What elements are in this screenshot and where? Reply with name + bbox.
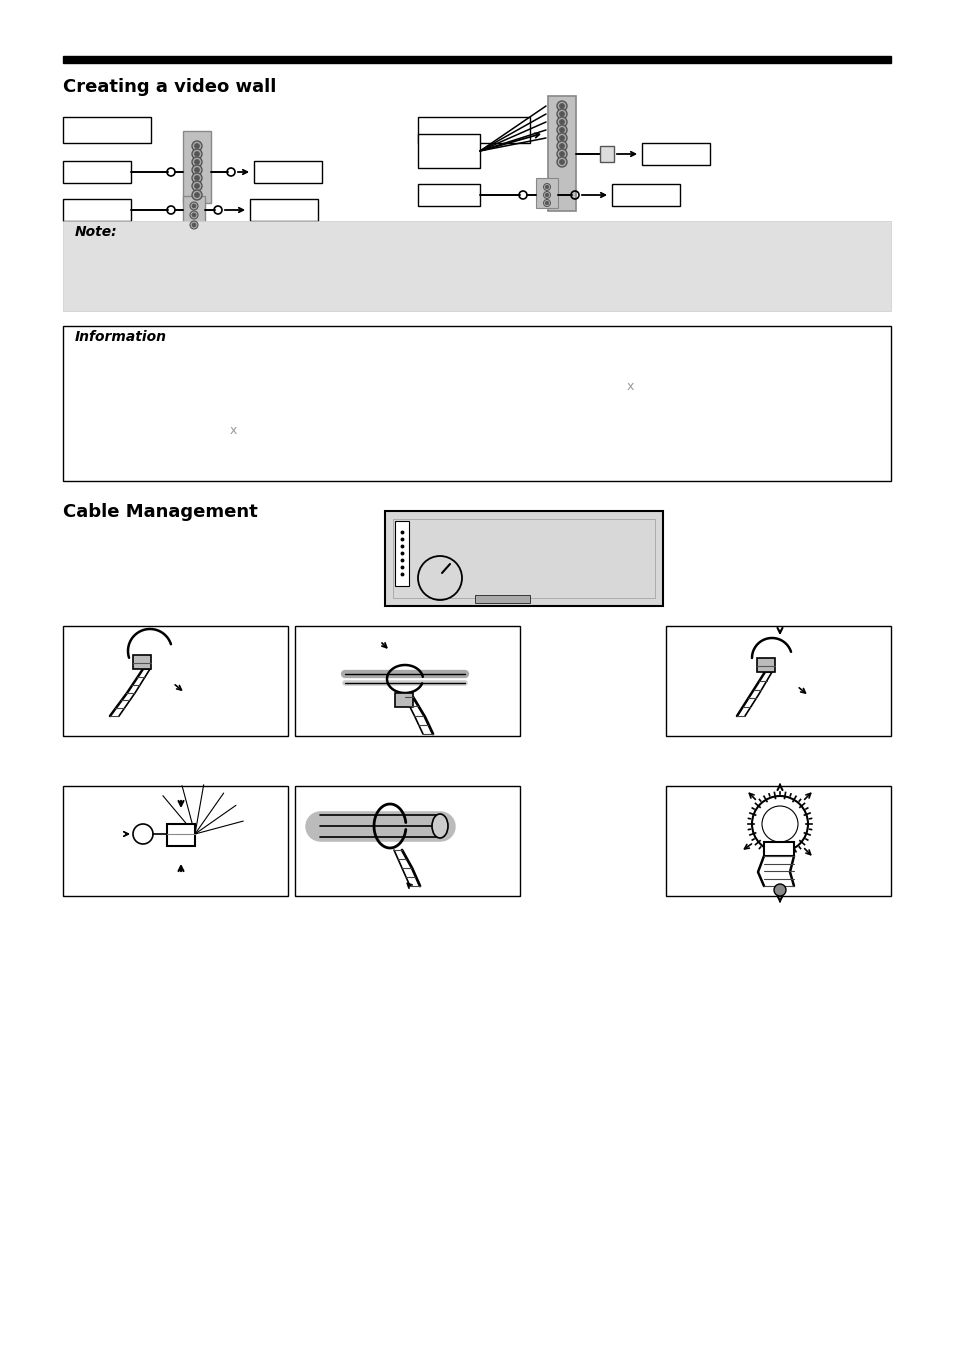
Text: Information: Information: [75, 330, 167, 345]
Circle shape: [194, 184, 199, 189]
Circle shape: [192, 204, 195, 208]
Circle shape: [557, 101, 566, 111]
Bar: [294, 786, 519, 896]
Circle shape: [190, 211, 198, 219]
Bar: [63, 118, 151, 143]
Bar: [294, 626, 519, 736]
Bar: [395, 693, 413, 707]
Circle shape: [558, 112, 564, 116]
Circle shape: [558, 104, 564, 108]
Circle shape: [558, 119, 564, 124]
Ellipse shape: [432, 815, 448, 838]
Circle shape: [194, 176, 199, 181]
Circle shape: [192, 223, 195, 227]
Bar: [63, 55, 890, 63]
Circle shape: [557, 118, 566, 127]
Circle shape: [194, 192, 199, 197]
Circle shape: [192, 149, 202, 159]
Bar: [63, 626, 288, 736]
Circle shape: [557, 132, 566, 143]
Text: Creating a video wall: Creating a video wall: [63, 78, 276, 96]
Circle shape: [194, 159, 199, 165]
Bar: [63, 222, 890, 311]
Circle shape: [557, 141, 566, 151]
Bar: [393, 519, 655, 598]
Bar: [763, 842, 793, 857]
Bar: [167, 824, 194, 846]
Circle shape: [558, 159, 564, 165]
Bar: [395, 521, 409, 586]
Circle shape: [557, 126, 566, 135]
Circle shape: [190, 222, 198, 230]
Circle shape: [543, 192, 550, 199]
Circle shape: [558, 135, 564, 141]
Circle shape: [557, 149, 566, 159]
Circle shape: [194, 143, 199, 149]
Bar: [665, 626, 890, 736]
Bar: [63, 326, 890, 481]
Text: Cable Management: Cable Management: [63, 503, 257, 521]
Circle shape: [557, 157, 566, 168]
Bar: [63, 199, 131, 222]
Bar: [417, 134, 479, 168]
Bar: [547, 96, 576, 211]
Bar: [641, 143, 709, 165]
Bar: [250, 199, 317, 222]
Text: x: x: [626, 380, 633, 393]
Bar: [417, 118, 530, 143]
Circle shape: [192, 181, 202, 190]
Circle shape: [543, 200, 550, 207]
Circle shape: [773, 884, 785, 896]
Bar: [599, 146, 614, 162]
Circle shape: [192, 141, 202, 151]
Bar: [385, 511, 662, 607]
Circle shape: [192, 157, 202, 168]
Circle shape: [192, 165, 202, 176]
Circle shape: [557, 109, 566, 119]
Bar: [536, 178, 558, 208]
Circle shape: [194, 168, 199, 173]
Bar: [253, 161, 322, 182]
Bar: [183, 131, 211, 203]
Bar: [757, 658, 774, 671]
Bar: [665, 786, 890, 896]
Circle shape: [190, 203, 198, 209]
Circle shape: [194, 151, 199, 157]
Circle shape: [558, 143, 564, 149]
Bar: [63, 786, 288, 896]
Bar: [475, 594, 530, 603]
Circle shape: [192, 190, 202, 200]
Text: x: x: [229, 424, 236, 438]
Bar: [63, 161, 131, 182]
Circle shape: [543, 184, 550, 190]
Bar: [417, 184, 479, 205]
Circle shape: [544, 193, 548, 197]
Text: Note:: Note:: [75, 226, 117, 239]
Circle shape: [558, 127, 564, 132]
Circle shape: [192, 173, 202, 182]
Bar: [612, 184, 679, 205]
Circle shape: [544, 185, 548, 189]
Bar: [132, 655, 151, 669]
Circle shape: [544, 201, 548, 205]
Circle shape: [558, 151, 564, 157]
Circle shape: [192, 213, 195, 218]
Bar: [183, 196, 205, 231]
